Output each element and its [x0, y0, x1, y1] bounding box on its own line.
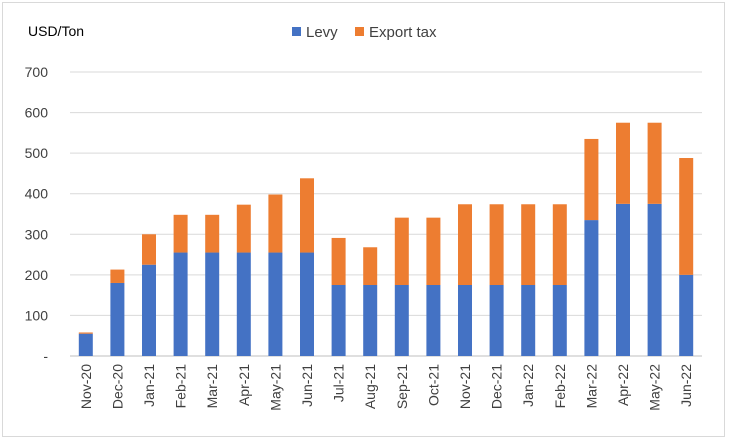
- bar-levy: [78, 333, 93, 356]
- y-tick-label: -: [43, 348, 48, 364]
- legend-swatch: [292, 27, 301, 36]
- y-tick-label: 500: [25, 145, 49, 161]
- bar-export-tax: [647, 122, 662, 204]
- bar-export-tax: [268, 194, 283, 253]
- bar-levy: [647, 203, 662, 356]
- gridlines: [70, 71, 702, 357]
- bar-levy: [394, 285, 409, 356]
- bar-export-tax: [236, 204, 251, 253]
- x-tick-label: Aug-21: [362, 364, 378, 409]
- x-tick-label: Jan-22: [520, 364, 536, 407]
- y-tick-label: 200: [25, 267, 49, 283]
- bar-levy: [205, 252, 220, 356]
- x-tick-label: May-22: [647, 364, 663, 411]
- x-tick-label: Nov-20: [78, 364, 94, 409]
- bar-export-tax: [679, 158, 694, 275]
- bar-levy: [489, 285, 504, 356]
- bar-levy: [616, 203, 630, 356]
- x-tick-label: Jul-21: [331, 364, 347, 402]
- legend-label: Levy: [306, 24, 338, 41]
- x-tick-label: Sep-21: [394, 364, 410, 409]
- bar-export-tax: [142, 234, 156, 265]
- bar-export-tax: [489, 204, 504, 285]
- bar-export-tax: [78, 332, 93, 334]
- bar-export-tax: [394, 217, 409, 285]
- bar-levy: [584, 220, 599, 356]
- y-tick-label: 100: [25, 307, 49, 323]
- bar-export-tax: [363, 247, 378, 285]
- bar-levy: [552, 285, 567, 356]
- x-tick-label: Apr-22: [615, 364, 631, 406]
- y-tick-label: 400: [25, 186, 49, 202]
- bar-export-tax: [173, 214, 188, 253]
- chart-frame: [2, 2, 725, 437]
- bar-levy: [142, 264, 156, 356]
- x-tick-label: May-21: [267, 364, 283, 411]
- bar-export-tax: [110, 269, 125, 283]
- bar-levy: [331, 285, 346, 356]
- x-tick-label: Jun-22: [678, 364, 694, 407]
- x-tick-label: Jun-21: [299, 364, 315, 407]
- bar-levy: [363, 285, 378, 356]
- bars: [78, 122, 694, 356]
- bar-export-tax: [552, 204, 567, 285]
- bar-levy: [173, 252, 188, 356]
- legend-label: Export tax: [369, 24, 437, 41]
- x-tick-label: Feb-21: [173, 364, 189, 409]
- x-tick-labels: Nov-20 Dec-20 Jan-21 Feb-21 Mar-21 Apr-21 May-…: [78, 364, 694, 411]
- x-tick-label: Jan-21: [141, 364, 157, 407]
- x-tick-label: Nov-21: [457, 364, 473, 409]
- bar-levy: [236, 252, 251, 356]
- bar-levy: [458, 285, 472, 356]
- bar-levy: [110, 282, 125, 356]
- x-tick-label: Mar-21: [204, 364, 220, 409]
- y-axis-label: USD/Ton: [28, 23, 84, 39]
- bar-export-tax: [521, 204, 536, 285]
- bar-export-tax: [616, 122, 630, 204]
- x-tick-label: Feb-22: [552, 364, 568, 409]
- bar-export-tax: [331, 237, 346, 285]
- legend: Levy Export tax: [292, 24, 437, 41]
- x-tick-label: Apr-21: [236, 364, 252, 406]
- bar-levy: [300, 252, 314, 356]
- bar-levy: [521, 285, 536, 356]
- y-tick-labels: - 100 200 300 400 500 600 700: [25, 64, 49, 364]
- bar-export-tax: [426, 217, 441, 285]
- x-tick-label: Dec-20: [109, 364, 125, 409]
- bar-export-tax: [205, 214, 220, 253]
- y-tick-label: 600: [25, 105, 49, 121]
- legend-swatch: [355, 27, 364, 36]
- x-tick-label: Oct-21: [425, 364, 441, 406]
- x-tick-label: Dec-21: [489, 364, 505, 409]
- bar-export-tax: [458, 204, 472, 285]
- bar-export-tax: [584, 138, 599, 221]
- y-tick-label: 300: [25, 226, 49, 242]
- bar-export-tax: [300, 178, 314, 253]
- bar-levy: [268, 252, 283, 356]
- x-tick-label: Mar-22: [583, 364, 599, 409]
- y-tick-label: 700: [25, 64, 49, 80]
- bar-levy: [679, 274, 694, 356]
- bar-levy: [426, 285, 441, 356]
